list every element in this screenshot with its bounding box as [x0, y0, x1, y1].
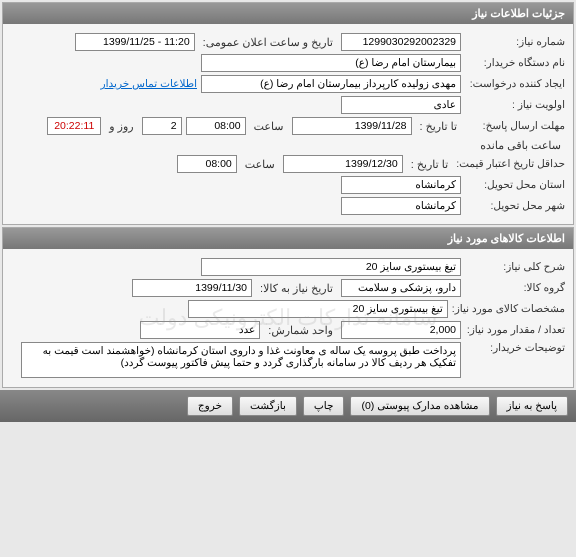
- goods-group-label: گروه کالا:: [465, 282, 565, 294]
- need-details-panel: جزئیات اطلاعات نیاز شماره نیاز: تاریخ و …: [2, 2, 574, 225]
- row-goods-group: گروه کالا: تاریخ نیاز به کالا:: [11, 279, 565, 297]
- respond-button[interactable]: پاسخ به نیاز: [496, 396, 568, 416]
- row-device-name: نام دستگاه خریدار:: [11, 54, 565, 72]
- row-deadline: مهلت ارسال پاسخ: تا تاریخ : ساعت روز و 2…: [11, 117, 565, 152]
- footer-toolbar: پاسخ به نیاز مشاهده مدارک پیوستی (0) چاپ…: [0, 390, 576, 422]
- device-name-input[interactable]: [201, 54, 461, 72]
- min-validity-date-input[interactable]: [283, 155, 403, 173]
- to-date-label: تا تاریخ :: [416, 120, 461, 133]
- request-number-label: شماره نیاز:: [465, 36, 565, 48]
- contact-link[interactable]: اطلاعات تماس خریدار: [101, 78, 197, 90]
- creator-label: ایجاد کننده درخواست:: [465, 78, 565, 90]
- unit-input[interactable]: [140, 321, 260, 339]
- general-desc-label: شرح کلی نیاز:: [465, 261, 565, 273]
- need-by-label: تاریخ نیاز به کالا:: [256, 282, 337, 295]
- time-label-1: ساعت: [250, 120, 288, 133]
- priority-input[interactable]: [341, 96, 461, 114]
- day-label: روز و: [105, 120, 137, 133]
- panel1-header: جزئیات اطلاعات نیاز: [3, 3, 573, 24]
- row-min-validity: حداقل تاریخ اعتبار قیمت: تا تاریخ : ساعت: [11, 155, 565, 173]
- announce-date-input[interactable]: [75, 33, 195, 51]
- min-validity-time-input[interactable]: [177, 155, 237, 173]
- row-creator: ایجاد کننده درخواست: اطلاعات تماس خریدار: [11, 75, 565, 93]
- countdown-timer: 20:22:11: [47, 117, 101, 135]
- row-buyer-notes: توضیحات خریدار:: [11, 342, 565, 378]
- quantity-input[interactable]: [341, 321, 461, 339]
- remaining-label: ساعت باقی مانده: [476, 139, 565, 152]
- back-button[interactable]: بازگشت: [239, 396, 297, 416]
- buyer-notes-textarea[interactable]: [21, 342, 461, 378]
- delivery-province-label: استان محل تحویل:: [465, 179, 565, 191]
- need-by-date-input[interactable]: [132, 279, 252, 297]
- goods-group-input[interactable]: [341, 279, 461, 297]
- to-date-label-2: تا تاریخ :: [407, 158, 452, 171]
- goods-info-panel: اطلاعات کالاهای مورد نیاز سامانه تدارکات…: [2, 227, 574, 388]
- print-button[interactable]: چاپ: [303, 396, 345, 416]
- min-validity-label: حداقل تاریخ اعتبار قیمت:: [456, 158, 565, 170]
- exit-button[interactable]: خروج: [187, 396, 233, 416]
- quantity-label: تعداد / مقدار مورد نیاز:: [465, 324, 565, 336]
- row-general-desc: شرح کلی نیاز:: [11, 258, 565, 276]
- panel1-body: شماره نیاز: تاریخ و ساعت اعلان عمومی: نا…: [3, 24, 573, 224]
- creator-input[interactable]: [201, 75, 461, 93]
- priority-label: اولویت نیاز :: [465, 99, 565, 111]
- announce-date-label: تاریخ و ساعت اعلان عمومی:: [199, 36, 337, 49]
- days-remaining-input[interactable]: [142, 117, 182, 135]
- delivery-city-label: شهر محل تحویل:: [465, 200, 565, 212]
- delivery-city-input[interactable]: [341, 197, 461, 215]
- general-desc-input[interactable]: [201, 258, 461, 276]
- row-priority: اولویت نیاز :: [11, 96, 565, 114]
- deadline-label: مهلت ارسال پاسخ:: [465, 120, 565, 132]
- request-number-input[interactable]: [341, 33, 461, 51]
- buyer-notes-label: توضیحات خریدار:: [465, 342, 565, 354]
- goods-spec-input[interactable]: [188, 300, 448, 318]
- row-delivery-city: شهر محل تحویل:: [11, 197, 565, 215]
- deadline-time-input[interactable]: [186, 117, 246, 135]
- row-quantity: تعداد / مقدار مورد نیاز: واحد شمارش:: [11, 321, 565, 339]
- panel2-body: سامانه تدارکات الکترونیکی دولت شرح کلی ن…: [3, 249, 573, 387]
- goods-spec-label: مشخصات کالای مورد نیاز:: [452, 303, 565, 315]
- deadline-date-input[interactable]: [292, 117, 412, 135]
- row-goods-spec: مشخصات کالای مورد نیاز:: [11, 300, 565, 318]
- attachments-button[interactable]: مشاهده مدارک پیوستی (0): [350, 396, 489, 416]
- unit-label: واحد شمارش:: [264, 324, 337, 337]
- row-delivery-province: استان محل تحویل:: [11, 176, 565, 194]
- delivery-province-input[interactable]: [341, 176, 461, 194]
- panel2-header: اطلاعات کالاهای مورد نیاز: [3, 228, 573, 249]
- time-label-2: ساعت: [241, 158, 279, 171]
- device-name-label: نام دستگاه خریدار:: [465, 57, 565, 69]
- row-request-number: شماره نیاز: تاریخ و ساعت اعلان عمومی:: [11, 33, 565, 51]
